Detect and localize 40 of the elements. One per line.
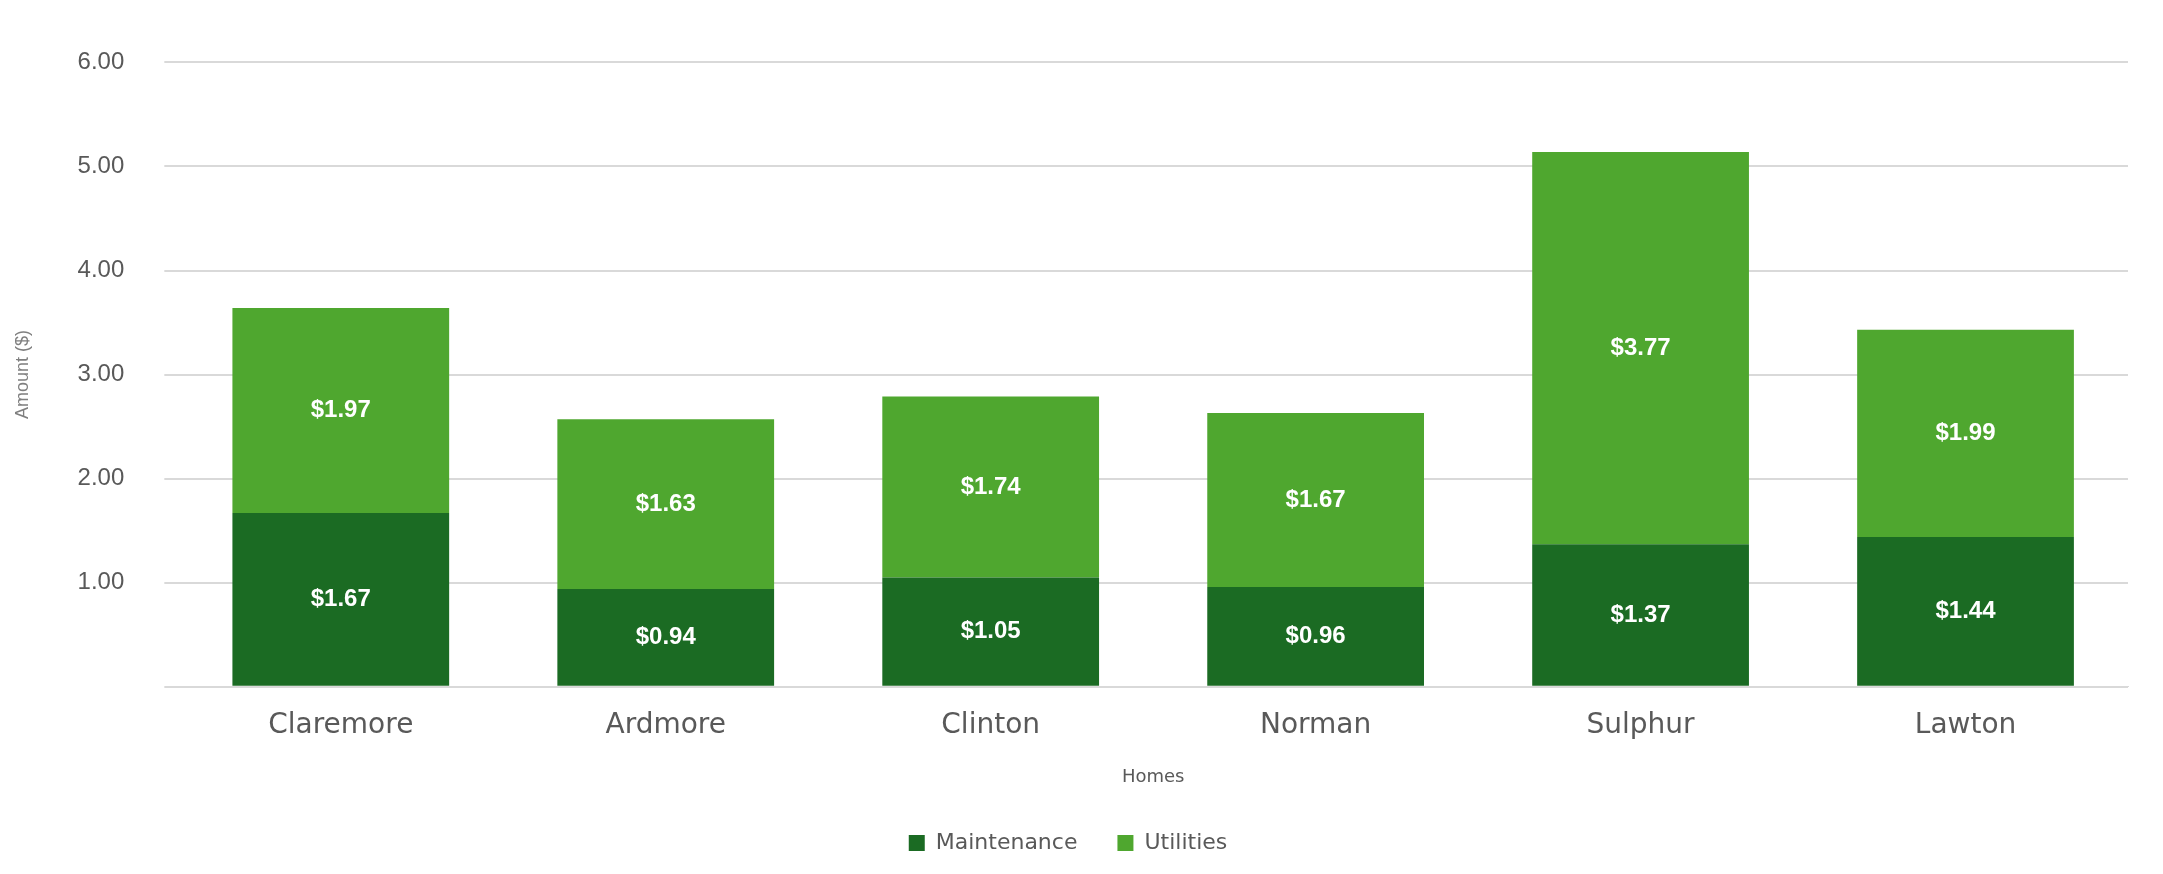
y-axis-title: Amount ($) — [11, 330, 32, 420]
data-label: $1.99 — [1935, 418, 1996, 446]
data-label: $1.74 — [960, 471, 1022, 499]
data-label: $0.96 — [1285, 620, 1346, 648]
bar — [557, 588, 775, 686]
bar — [882, 396, 1100, 578]
x-tick-label: Sulphur — [1586, 706, 1696, 740]
data-label: $1.37 — [1610, 599, 1671, 627]
legend-label: Maintenance — [935, 828, 1078, 854]
bar — [557, 419, 775, 589]
y-tick-label: 3.00 — [77, 359, 125, 387]
y-tick-label: 6.00 — [77, 47, 125, 75]
y-tick-label: 1.00 — [77, 567, 125, 595]
bar — [1857, 329, 2074, 537]
x-axis-title: Homes — [1121, 764, 1185, 786]
bar — [1532, 151, 1749, 545]
data-label: $1.44 — [1935, 596, 1997, 623]
bar — [1532, 544, 1749, 686]
bar — [1857, 536, 2074, 686]
data-label: $1.63 — [635, 488, 696, 516]
bar — [232, 308, 450, 514]
x-tick-label: Lawton — [1914, 706, 2017, 740]
x-tick-label: Clinton — [941, 706, 1041, 740]
bar — [1207, 586, 1424, 686]
data-label: $1.67 — [1285, 484, 1346, 512]
data-label: $0.94 — [635, 622, 697, 650]
data-label: $1.97 — [310, 395, 371, 423]
x-tick-label: Claremore — [268, 706, 414, 740]
data-label: $3.77 — [1610, 332, 1671, 360]
y-tick-label: 4.00 — [77, 255, 125, 283]
x-tick-label: Ardmore — [605, 706, 726, 740]
y-tick-label: 5.00 — [77, 151, 125, 179]
x-tick-label: Norman — [1259, 706, 1372, 740]
data-label: $1.05 — [960, 616, 1021, 644]
bar — [232, 513, 450, 686]
y-tick-label: 2.00 — [77, 463, 125, 491]
bar — [882, 577, 1100, 686]
bar — [1207, 413, 1424, 587]
legend-label: Utilities — [1144, 828, 1228, 854]
data-label: $1.67 — [310, 584, 371, 612]
